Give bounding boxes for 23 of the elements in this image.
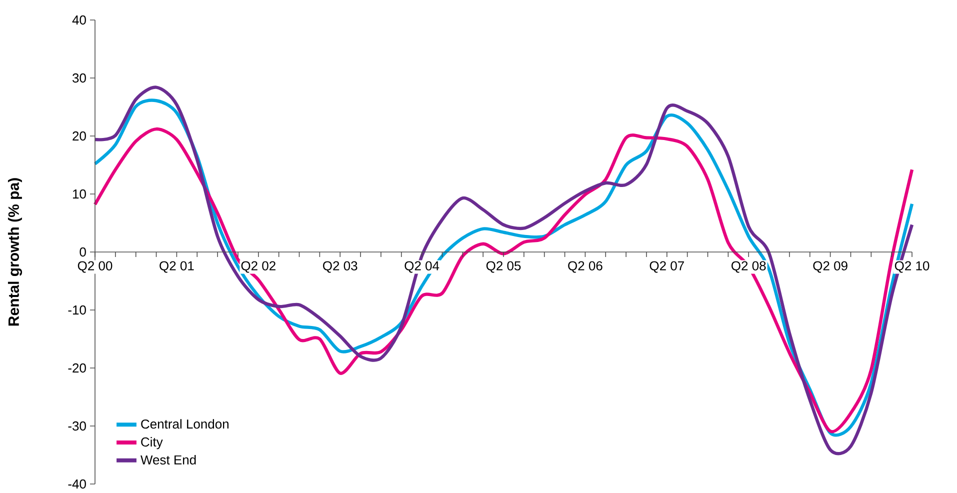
y-tick-label: -20 xyxy=(68,363,86,373)
y-tick-label: 30 xyxy=(72,73,86,83)
y-tick-label: -10 xyxy=(68,305,86,315)
y-axis-title: Rental growth (% pa) xyxy=(8,178,22,326)
x-tick-label: Q2 05 xyxy=(486,261,521,273)
legend-label: Central London xyxy=(141,419,228,429)
y-tick-label: 40 xyxy=(72,15,86,25)
x-tick-label: Q2 07 xyxy=(650,261,684,273)
x-tick-label: Q2 02 xyxy=(241,261,276,273)
x-tick-label: Q2 01 xyxy=(160,261,194,273)
y-tick-label: 0 xyxy=(80,247,86,257)
x-tick-label: Q2 03 xyxy=(323,261,358,273)
legend-label: West End xyxy=(140,454,196,465)
x-tick-label: Q2 09 xyxy=(813,261,848,273)
x-tick-label: Q2 04 xyxy=(404,261,440,273)
y-tick-label: -30 xyxy=(68,421,86,431)
legend-label: City xyxy=(141,437,163,450)
x-tick-label: Q2 00 xyxy=(78,261,112,273)
y-tick-label: -40 xyxy=(68,479,86,489)
x-tick-label: Q2 10 xyxy=(894,261,930,273)
x-tick-label: Q2 06 xyxy=(568,261,602,273)
y-tick-label: 20 xyxy=(72,131,86,141)
y-tick-label: 10 xyxy=(73,189,86,199)
